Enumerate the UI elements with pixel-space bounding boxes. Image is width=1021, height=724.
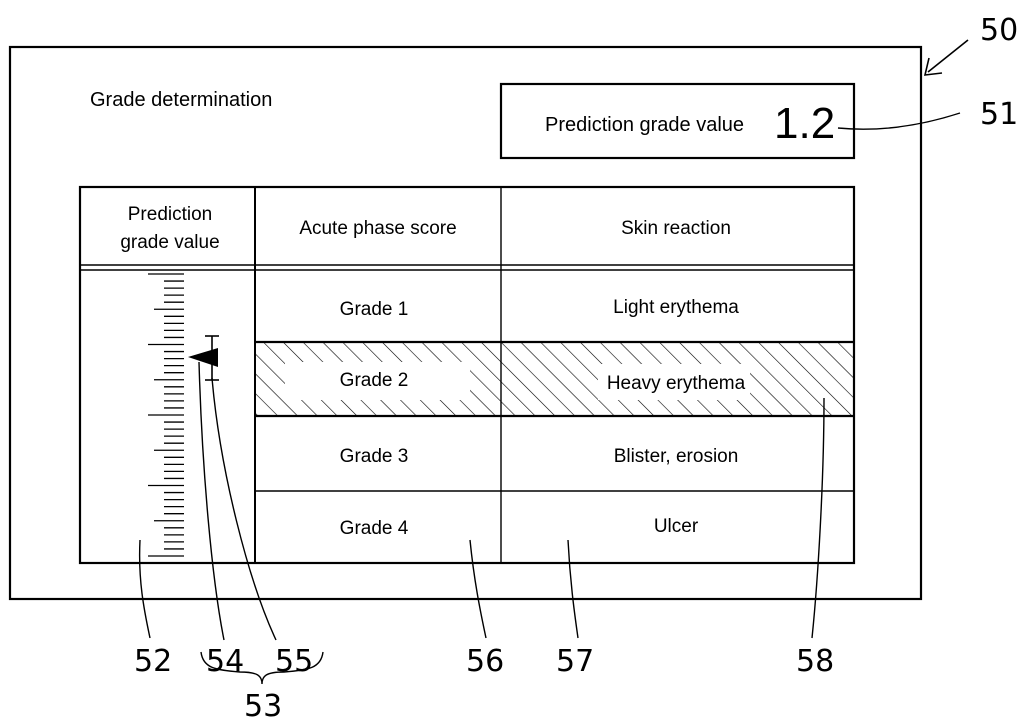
ref-58: 58 — [796, 644, 834, 679]
ref-56: 56 — [466, 644, 504, 679]
prediction-marker — [188, 348, 218, 367]
ref-52: 52 — [134, 644, 172, 679]
arrow-50 — [923, 39, 969, 76]
row-1-reaction: Light erythema — [613, 297, 739, 318]
header-acute-phase-score: Acute phase score — [299, 218, 456, 239]
highlight-label-mask-score — [285, 362, 470, 400]
row-3-reaction: Blister, erosion — [614, 446, 739, 467]
leader-54 — [198, 361, 225, 641]
row-2-reaction: Heavy erythema — [607, 373, 746, 394]
ref-55: 55 — [275, 644, 313, 679]
row-4-reaction: Ulcer — [654, 516, 699, 537]
header-prediction-line2: grade value — [120, 232, 219, 253]
header-prediction-line1: Prediction — [128, 204, 213, 225]
ref-51: 51 — [980, 97, 1018, 132]
ref-50: 50 — [980, 13, 1018, 48]
prediction-value-label: Prediction grade value — [545, 114, 744, 136]
ref-53: 53 — [244, 689, 282, 724]
row-3-score: Grade 3 — [340, 446, 409, 467]
leader-50 — [927, 39, 969, 73]
leader-57 — [567, 539, 579, 639]
prediction-value-number: 1.2 — [774, 99, 835, 148]
screen-title: Grade determination — [90, 89, 272, 111]
leader-51 — [837, 112, 961, 130]
leader-55 — [211, 377, 277, 641]
row-4-score: Grade 4 — [340, 518, 409, 539]
ref-57: 57 — [556, 644, 594, 679]
header-skin-reaction: Skin reaction — [621, 218, 731, 239]
leader-52 — [138, 539, 151, 639]
leader-56 — [469, 539, 487, 639]
leader-lines — [138, 112, 961, 685]
grade-table: Prediction grade value Acute phase score… — [78, 185, 856, 565]
grade-scale — [148, 273, 184, 557]
highlight-label-mask-reaction — [598, 364, 750, 400]
row-2-score: Grade 2 — [340, 370, 409, 391]
leader-58 — [811, 397, 825, 639]
row-1-score: Grade 1 — [340, 299, 409, 320]
arrowhead-50 — [923, 57, 943, 76]
table-border — [78, 185, 856, 565]
ref-54: 54 — [206, 644, 244, 679]
brace-53 — [200, 651, 324, 685]
prediction-value-box — [499, 82, 856, 160]
grade-indicator — [188, 335, 219, 381]
